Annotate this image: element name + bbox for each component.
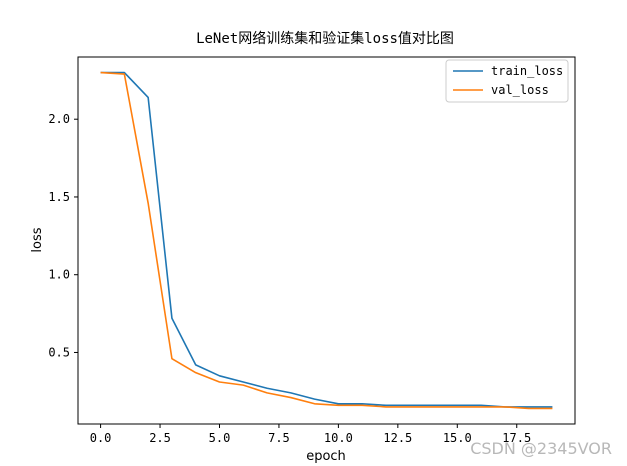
x-tick-label: 15.0	[443, 431, 472, 445]
x-axis: 0.0 2.5 5.0 7.5 10.0 12.5 15.0 17.5	[90, 424, 531, 445]
x-tick-label: 10.0	[324, 431, 353, 445]
legend-label-train-loss: train_loss	[491, 64, 563, 78]
y-tick-label: 2.0	[48, 112, 70, 126]
watermark-text: CSDN @2345VOR	[470, 439, 612, 458]
x-tick-label: 7.5	[268, 431, 290, 445]
legend: train_loss val_loss	[445, 59, 569, 103]
x-tick-label: 5.0	[209, 431, 231, 445]
x-tick-label: 2.5	[149, 431, 171, 445]
plot-area-frame	[77, 56, 576, 425]
series-line-val-loss	[100, 71, 553, 410]
series-lines	[100, 71, 553, 410]
y-axis: 0.5 1.0 1.5 2.0	[48, 112, 78, 359]
chart-title: LeNet网络训练集和验证集loss值对比图	[196, 30, 454, 47]
y-axis-title: loss	[30, 227, 45, 252]
y-tick-label: 1.5	[48, 190, 70, 204]
series-line-train-loss	[100, 71, 553, 408]
legend-label-val-loss: val_loss	[491, 83, 549, 97]
x-tick-label: 0.0	[90, 431, 112, 445]
y-tick-label: 0.5	[48, 345, 70, 359]
y-tick-label: 1.0	[48, 268, 70, 282]
x-tick-label: 12.5	[383, 431, 412, 445]
x-tick-label: 17.5	[502, 431, 531, 445]
x-axis-title: epoch	[306, 449, 346, 464]
